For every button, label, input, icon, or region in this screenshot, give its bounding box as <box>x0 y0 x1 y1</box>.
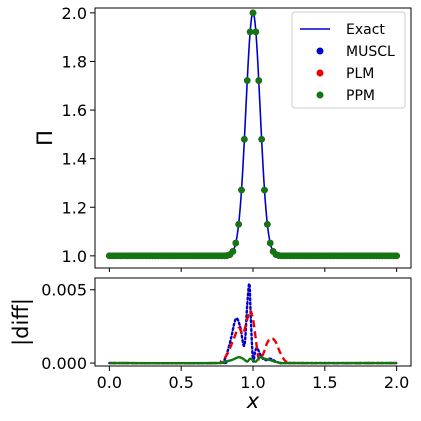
ppm-point <box>238 186 245 194</box>
top-y-tick-label: 1.0 <box>62 247 87 266</box>
top-panel: 1.0 1.2 1.4 1.6 1.8 2.0 Π Exact MUSCL PLM PPM <box>33 4 412 272</box>
legend-label-exact: Exact <box>346 22 385 38</box>
bottom-y-tick-label: 0.005 <box>41 281 87 300</box>
legend: Exact MUSCL PLM PPM <box>291 11 406 109</box>
bottom-y-tick-label: 0.000 <box>41 354 87 373</box>
ppm-point <box>393 252 400 260</box>
legend-label-plm: PLM <box>346 66 374 82</box>
bottom-y-axis: 0.000 0.005 <box>41 281 95 373</box>
bottom-x-axis: 0.0 0.5 1.0 1.5 2.0 <box>97 366 409 392</box>
bottom-x-tick-label: 1.5 <box>312 373 337 392</box>
series-ppm-markers <box>106 9 400 260</box>
legend-ppm-marker-icon <box>316 91 324 99</box>
ppm-point <box>258 136 265 143</box>
ppm-point <box>241 136 248 143</box>
x-axis-label: x <box>246 389 260 413</box>
top-y-axis-label: Π <box>33 130 57 146</box>
top-x-axis <box>108 268 398 272</box>
bottom-panel: 0.000 0.005 0.0 0.5 1.0 1.5 2.0 |diff| x <box>9 277 412 413</box>
top-y-tick-label: 1.2 <box>62 198 87 217</box>
bottom-x-tick-label: 0.0 <box>97 373 122 392</box>
diff-series-ppm <box>109 355 397 365</box>
bottom-x-tick-label: 2.0 <box>384 373 409 392</box>
diff-series-plm <box>109 309 397 365</box>
top-y-tick-label: 1.4 <box>62 150 87 169</box>
ppm-point <box>255 77 263 84</box>
legend-box <box>291 11 406 109</box>
top-y-tick-label: 1.8 <box>62 52 87 71</box>
ppm-point <box>229 248 237 255</box>
ppm-point <box>249 9 257 17</box>
top-y-axis: 1.0 1.2 1.4 1.6 1.8 2.0 <box>62 4 95 266</box>
ppm-point <box>232 239 240 247</box>
ppm-point <box>266 239 274 247</box>
legend-label-muscl: MUSCL <box>346 44 395 60</box>
ppm-point <box>264 220 271 228</box>
bottom-x-tick-label: 0.5 <box>168 373 193 392</box>
legend-muscl-marker-icon <box>316 47 324 55</box>
ppm-point <box>261 186 268 194</box>
top-y-tick-label: 1.6 <box>62 101 87 120</box>
bottom-plot-area <box>108 282 398 365</box>
top-plot-area <box>106 9 400 260</box>
ppm-point <box>235 220 242 228</box>
legend-label-ppm: PPM <box>346 88 375 104</box>
top-y-tick-label: 2.0 <box>62 4 87 23</box>
legend-plm-marker-icon <box>316 69 324 77</box>
bottom-x-tick-label: 1.0 <box>240 373 265 392</box>
ppm-point <box>252 28 260 36</box>
ppm-point <box>246 28 254 36</box>
ppm-point <box>243 77 251 84</box>
bottom-y-axis-label: |diff| <box>9 298 34 346</box>
